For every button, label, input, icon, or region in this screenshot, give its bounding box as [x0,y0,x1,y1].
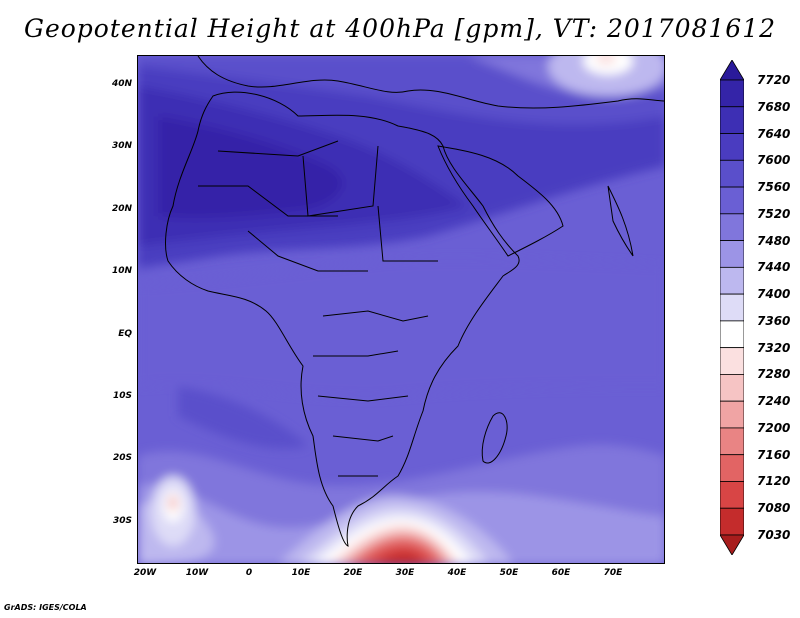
colorbar-swatch [720,293,744,322]
lat-label-20n: 20N [111,204,132,214]
lon-label-60e: 60E [551,568,571,578]
colorbar-swatch [720,374,744,402]
colorbar-level-label: 7640 [757,126,791,141]
lat-label-30s: 30S [112,516,132,526]
lat-label-30n: 30N [111,141,132,151]
colorbar-level-label: 7080 [757,501,791,516]
colorbar-swatch [720,400,744,429]
colorbar-swatch [720,240,744,268]
map-plot-area [137,55,665,564]
colorbar-swatch [720,133,744,161]
colorbar-swatch [720,347,744,375]
lon-label-20e: 20E [343,568,363,578]
colorbar-level-label: 7400 [757,287,791,302]
colorbar-swatch [720,320,744,349]
colorbar-level-label: 7440 [757,260,791,275]
colorbar-swatch [720,507,744,536]
colorbar-level-label: 7480 [757,233,791,248]
colorbar-level-label: 7560 [757,180,791,195]
colorbar-swatch [720,186,744,215]
colorbar-min-arrow [720,534,744,555]
footer-credit: GrADS: IGES/COLA [4,603,87,612]
lon-label-20w: 20W [133,568,157,578]
lon-label-40e: 40E [447,568,467,578]
geopotential-height-field [138,56,664,563]
colorbar-level-label: 7680 [757,99,791,114]
colorbar-level-label: 7720 [757,73,791,87]
colorbar-level-label: 7520 [757,206,791,221]
colorbar-level-label: 7240 [757,394,791,409]
colorbar-level-label: 7200 [757,420,791,435]
colorbar [720,60,744,555]
colorbar-swatch [720,106,744,134]
map-title: Geopotential Height at 400hPa [gpm], VT:… [23,14,777,43]
colorbar-level-label: 7120 [757,474,791,489]
lon-label-10w: 10W [185,568,209,578]
lon-label-10e: 10E [291,568,311,578]
colorbar-level-label: 7280 [757,367,791,382]
colorbar-swatch [720,79,744,108]
lat-label-10n: 10N [111,266,132,276]
lat-label-40n: 40N [111,79,132,89]
colorbar-swatch [720,481,744,509]
colorbar-level-label: 7030 [757,528,791,542]
colorbar-level-label: 7160 [757,447,791,462]
colorbar-swatch [720,159,744,188]
colorbar-swatch [720,454,744,482]
lon-label-70e: 70E [603,568,623,578]
colorbar-level-label: 7320 [757,340,791,355]
colorbar-level-label: 7600 [757,153,791,168]
colorbar-swatch [720,266,744,295]
colorbar-swatch [720,427,744,456]
colorbar-max-arrow [720,60,744,81]
lat-label-eq: EQ [118,329,132,339]
lat-label-20s: 20S [112,453,132,463]
lat-label-10s: 10S [112,391,132,401]
coastlines-and-borders [165,56,664,547]
lon-label-0: 0 [245,568,253,578]
lon-label-30e: 30E [395,568,415,578]
colorbar-level-label: 7360 [757,313,791,328]
colorbar-swatch [720,213,744,241]
lon-label-50e: 50E [499,568,519,578]
